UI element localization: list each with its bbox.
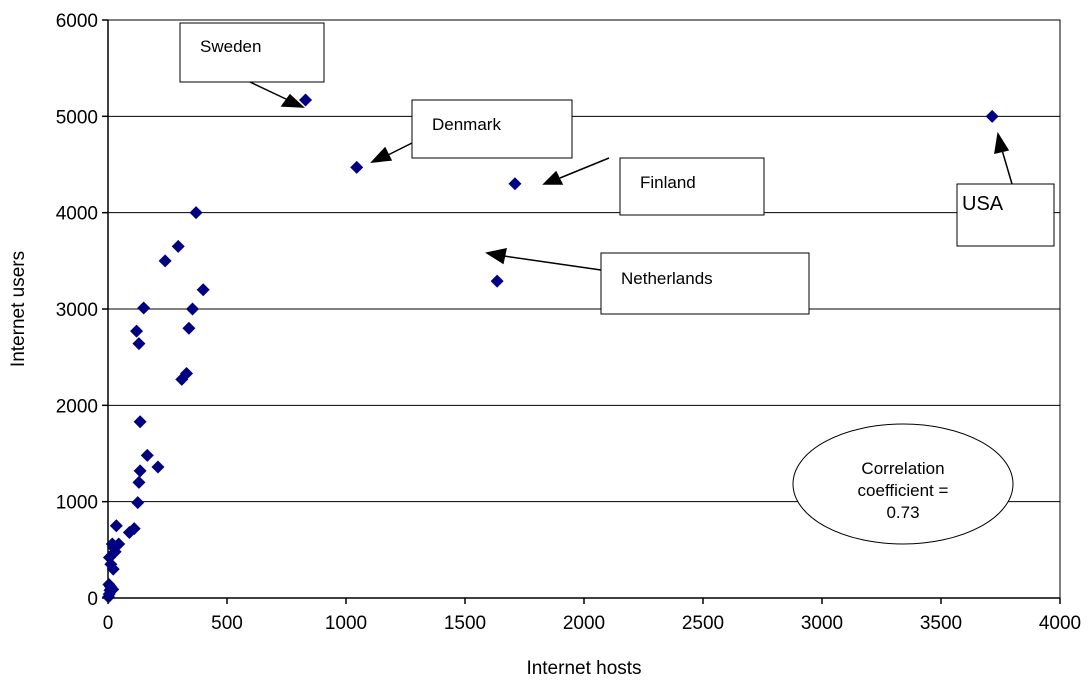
x-tick-label-3: 1500 xyxy=(444,613,486,634)
arrow-usa-head xyxy=(994,131,1010,154)
arrow-sweden-head xyxy=(280,93,306,108)
x-tick-label-6: 3000 xyxy=(801,613,843,634)
callout-netherlands-box xyxy=(600,252,810,315)
data-point-21 xyxy=(151,460,165,474)
data-point-10 xyxy=(106,562,120,576)
callout-sweden: Sweden xyxy=(179,22,325,83)
y-tick-label-2: 2000 xyxy=(56,396,98,417)
x-tick-label-8: 4000 xyxy=(1039,613,1081,634)
data-point-24 xyxy=(130,324,144,338)
callout-finland: Finland xyxy=(619,157,765,216)
callout-usa: USA xyxy=(956,183,1055,247)
y-tick-label-1: 1000 xyxy=(56,493,98,514)
y-axis-ticks: 0 1000 2000 3000 4000 5000 6000 xyxy=(56,11,108,610)
y-tick-label-5: 5000 xyxy=(56,107,98,128)
data-point-32 xyxy=(171,239,185,253)
data-point-14 xyxy=(112,537,126,551)
arrow-finland xyxy=(559,157,610,179)
arrow-denmark-head xyxy=(370,146,393,163)
y-tick-label-4: 4000 xyxy=(56,204,98,225)
arrow-denmark xyxy=(387,142,413,156)
arrow-netherlands-head xyxy=(485,248,507,265)
callout-netherlands: Netherlands xyxy=(600,252,810,315)
correlation-line-2: coefficient = xyxy=(858,481,949,500)
y-axis-label: Internet users xyxy=(8,251,29,367)
data-point-34 xyxy=(299,93,313,107)
data-point-38 xyxy=(985,109,999,123)
x-tick-label-4: 2000 xyxy=(563,613,605,634)
data-point-17 xyxy=(131,496,145,510)
arrow-finland-head xyxy=(542,170,564,185)
data-point-6 xyxy=(106,582,120,596)
data-point-36 xyxy=(508,177,522,191)
x-tick-label-7: 3500 xyxy=(920,613,962,634)
x-axis-ticks: 0 500 1000 1500 2000 2500 3000 3500 4000 xyxy=(103,598,1081,634)
correlation-annotation: Correlation coefficient = 0.73 xyxy=(792,423,1014,545)
data-point-28 xyxy=(182,321,196,335)
data-point-27 xyxy=(180,367,194,381)
arrow-netherlands xyxy=(503,255,602,271)
y-tick-label-0: 0 xyxy=(87,589,98,610)
data-point-33 xyxy=(189,206,203,220)
correlation-ellipse xyxy=(792,423,1014,545)
callout-sweden-box xyxy=(179,22,325,83)
data-point-35 xyxy=(350,160,364,174)
callout-netherlands-label: Netherlands xyxy=(621,269,713,288)
data-point-16 xyxy=(127,522,141,536)
data-point-20 xyxy=(140,448,154,462)
data-point-23 xyxy=(132,337,146,351)
data-point-13 xyxy=(109,519,123,533)
y-tick-label-3: 3000 xyxy=(56,300,98,321)
data-points xyxy=(101,93,999,604)
data-point-37 xyxy=(490,274,504,288)
correlation-line-1: Correlation xyxy=(861,459,944,478)
y-tick-label-6: 6000 xyxy=(56,11,98,32)
data-point-31 xyxy=(158,254,172,268)
x-axis-label: Internet hosts xyxy=(526,658,641,679)
x-tick-label-5: 2500 xyxy=(682,613,724,634)
callout-denmark-label: Denmark xyxy=(432,115,501,134)
data-point-18 xyxy=(132,475,146,489)
data-point-19 xyxy=(133,464,147,478)
x-tick-label-1: 500 xyxy=(211,613,243,634)
callout-finland-box xyxy=(619,157,765,216)
arrow-usa xyxy=(1001,149,1013,185)
callout-denmark-box xyxy=(411,99,573,159)
callout-usa-box xyxy=(956,183,1055,247)
data-point-29 xyxy=(185,302,199,316)
arrow-sweden xyxy=(249,81,289,101)
callout-denmark: Denmark xyxy=(411,99,573,159)
x-tick-label-2: 1000 xyxy=(325,613,367,634)
callout-sweden-label: Sweden xyxy=(200,37,261,56)
data-point-22 xyxy=(133,415,147,429)
data-point-30 xyxy=(196,283,210,297)
callout-arrows xyxy=(249,81,1013,271)
callout-finland-label: Finland xyxy=(640,173,696,192)
correlation-line-3: 0.73 xyxy=(886,503,919,522)
x-tick-label-0: 0 xyxy=(103,613,114,634)
callout-usa-label: USA xyxy=(962,193,1004,215)
data-point-25 xyxy=(137,301,151,315)
